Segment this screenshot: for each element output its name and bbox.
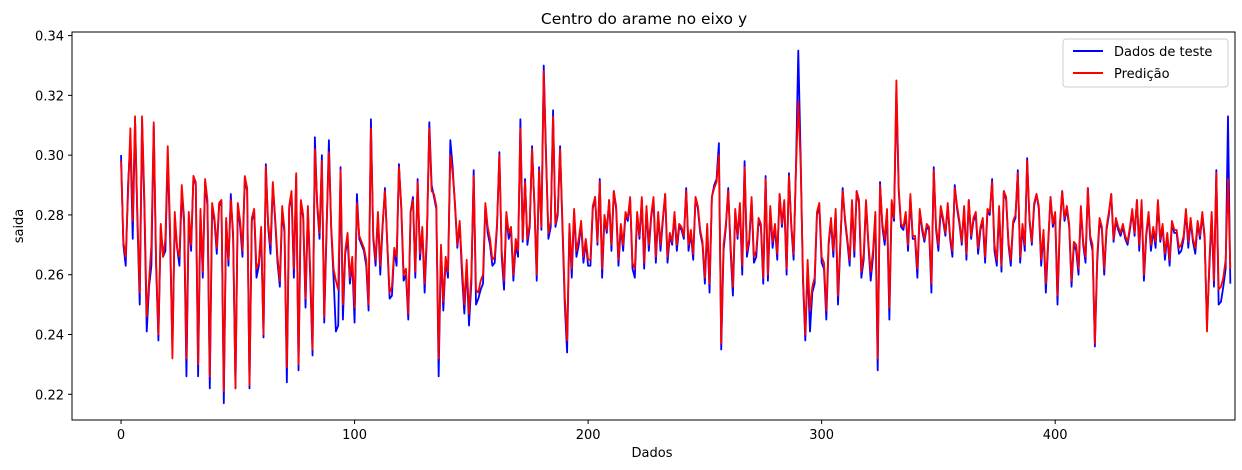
y-tick-label: 0.22	[35, 388, 64, 403]
x-tick-label: 300	[809, 428, 834, 443]
x-tick-label: 200	[576, 428, 601, 443]
legend: Dados de teste Predição	[1062, 38, 1229, 88]
y-tick-label: 0.32	[35, 89, 64, 104]
x-axis: 0 100 200 300 400	[117, 420, 1068, 443]
y-tick-label: 0.30	[35, 149, 64, 164]
y-axis: 0.22 0.24 0.26 0.28 0.30 0.32 0.34	[35, 30, 72, 403]
x-tick-label: 0	[117, 428, 125, 443]
y-tick-label: 0.34	[35, 30, 64, 45]
plot-area	[71, 31, 1236, 421]
legend-label-predicao: Predição	[1114, 67, 1170, 82]
y-tick-label: 0.24	[35, 329, 64, 344]
plot-frame	[71, 31, 1236, 421]
series-layer	[120, 49, 1232, 405]
y-axis-title: saida	[12, 209, 27, 244]
y-tick-label: 0.28	[35, 209, 64, 224]
series-line-predicao	[120, 70, 1232, 393]
x-tick-label: 100	[342, 428, 367, 443]
x-tick-label: 400	[1043, 428, 1068, 443]
legend-box	[1062, 38, 1229, 88]
chart-title: Centro do arame no eixo y	[541, 10, 747, 28]
legend-label-dados-de-teste: Dados de teste	[1114, 45, 1212, 60]
y-tick-label: 0.26	[35, 269, 64, 284]
x-axis-title: Dados	[632, 446, 673, 461]
